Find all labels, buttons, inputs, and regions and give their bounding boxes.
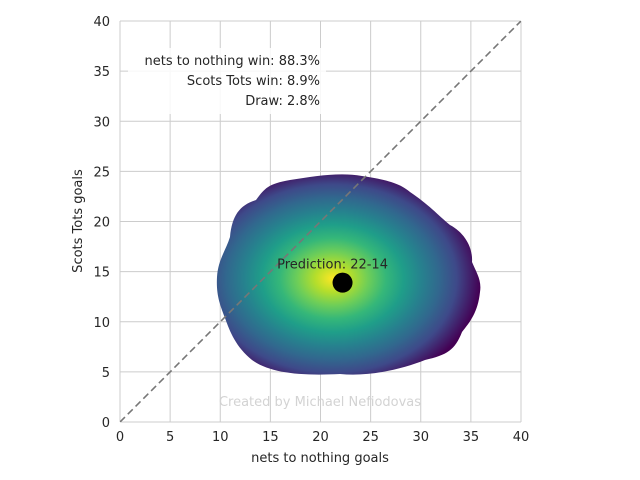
prob-line-draw: Draw: 2.8% — [245, 94, 320, 109]
y-tick-label: 20 — [93, 216, 110, 231]
x-tick-label: 0 — [116, 430, 124, 445]
y-tick-label: 35 — [93, 65, 110, 80]
x-tick-label: 10 — [212, 430, 229, 445]
x-axis-title: nets to nothing goals — [251, 451, 389, 466]
y-tick-label: 30 — [93, 115, 110, 130]
y-tick-label: 40 — [93, 15, 110, 30]
y-tick-label: 10 — [93, 316, 110, 331]
prediction-label: Prediction: 22-14 — [277, 258, 388, 273]
prob-line-home: nets to nothing win: 88.3% — [145, 54, 320, 69]
x-tick-label: 15 — [262, 430, 279, 445]
y-tick-label: 25 — [93, 165, 110, 180]
x-tick-label: 20 — [312, 430, 329, 445]
watermark-text: Created by Michael Nefiodovas — [219, 395, 421, 410]
prediction-marker — [332, 272, 353, 293]
win-probability-legend: nets to nothing win: 88.3% Scots Tots wi… — [128, 48, 326, 114]
equal-score-diagonal — [120, 21, 521, 422]
x-tick-label: 5 — [166, 430, 174, 445]
y-tick-label: 0 — [102, 416, 110, 431]
prob-line-away: Scots Tots win: 8.9% — [187, 74, 320, 89]
y-tick-label: 5 — [102, 366, 110, 381]
x-tick-label: 40 — [513, 430, 530, 445]
axis-ticks: 0 5 10 15 20 25 30 35 40 0 5 10 15 20 25 30 35 40 — [93, 15, 529, 445]
y-axis-title: Scots Tots goals — [71, 169, 86, 273]
y-tick-label: 15 — [93, 266, 110, 281]
x-tick-label: 30 — [412, 430, 429, 445]
score-density-heatmap — [216, 174, 481, 375]
x-tick-label: 25 — [362, 430, 379, 445]
x-tick-label: 35 — [463, 430, 480, 445]
